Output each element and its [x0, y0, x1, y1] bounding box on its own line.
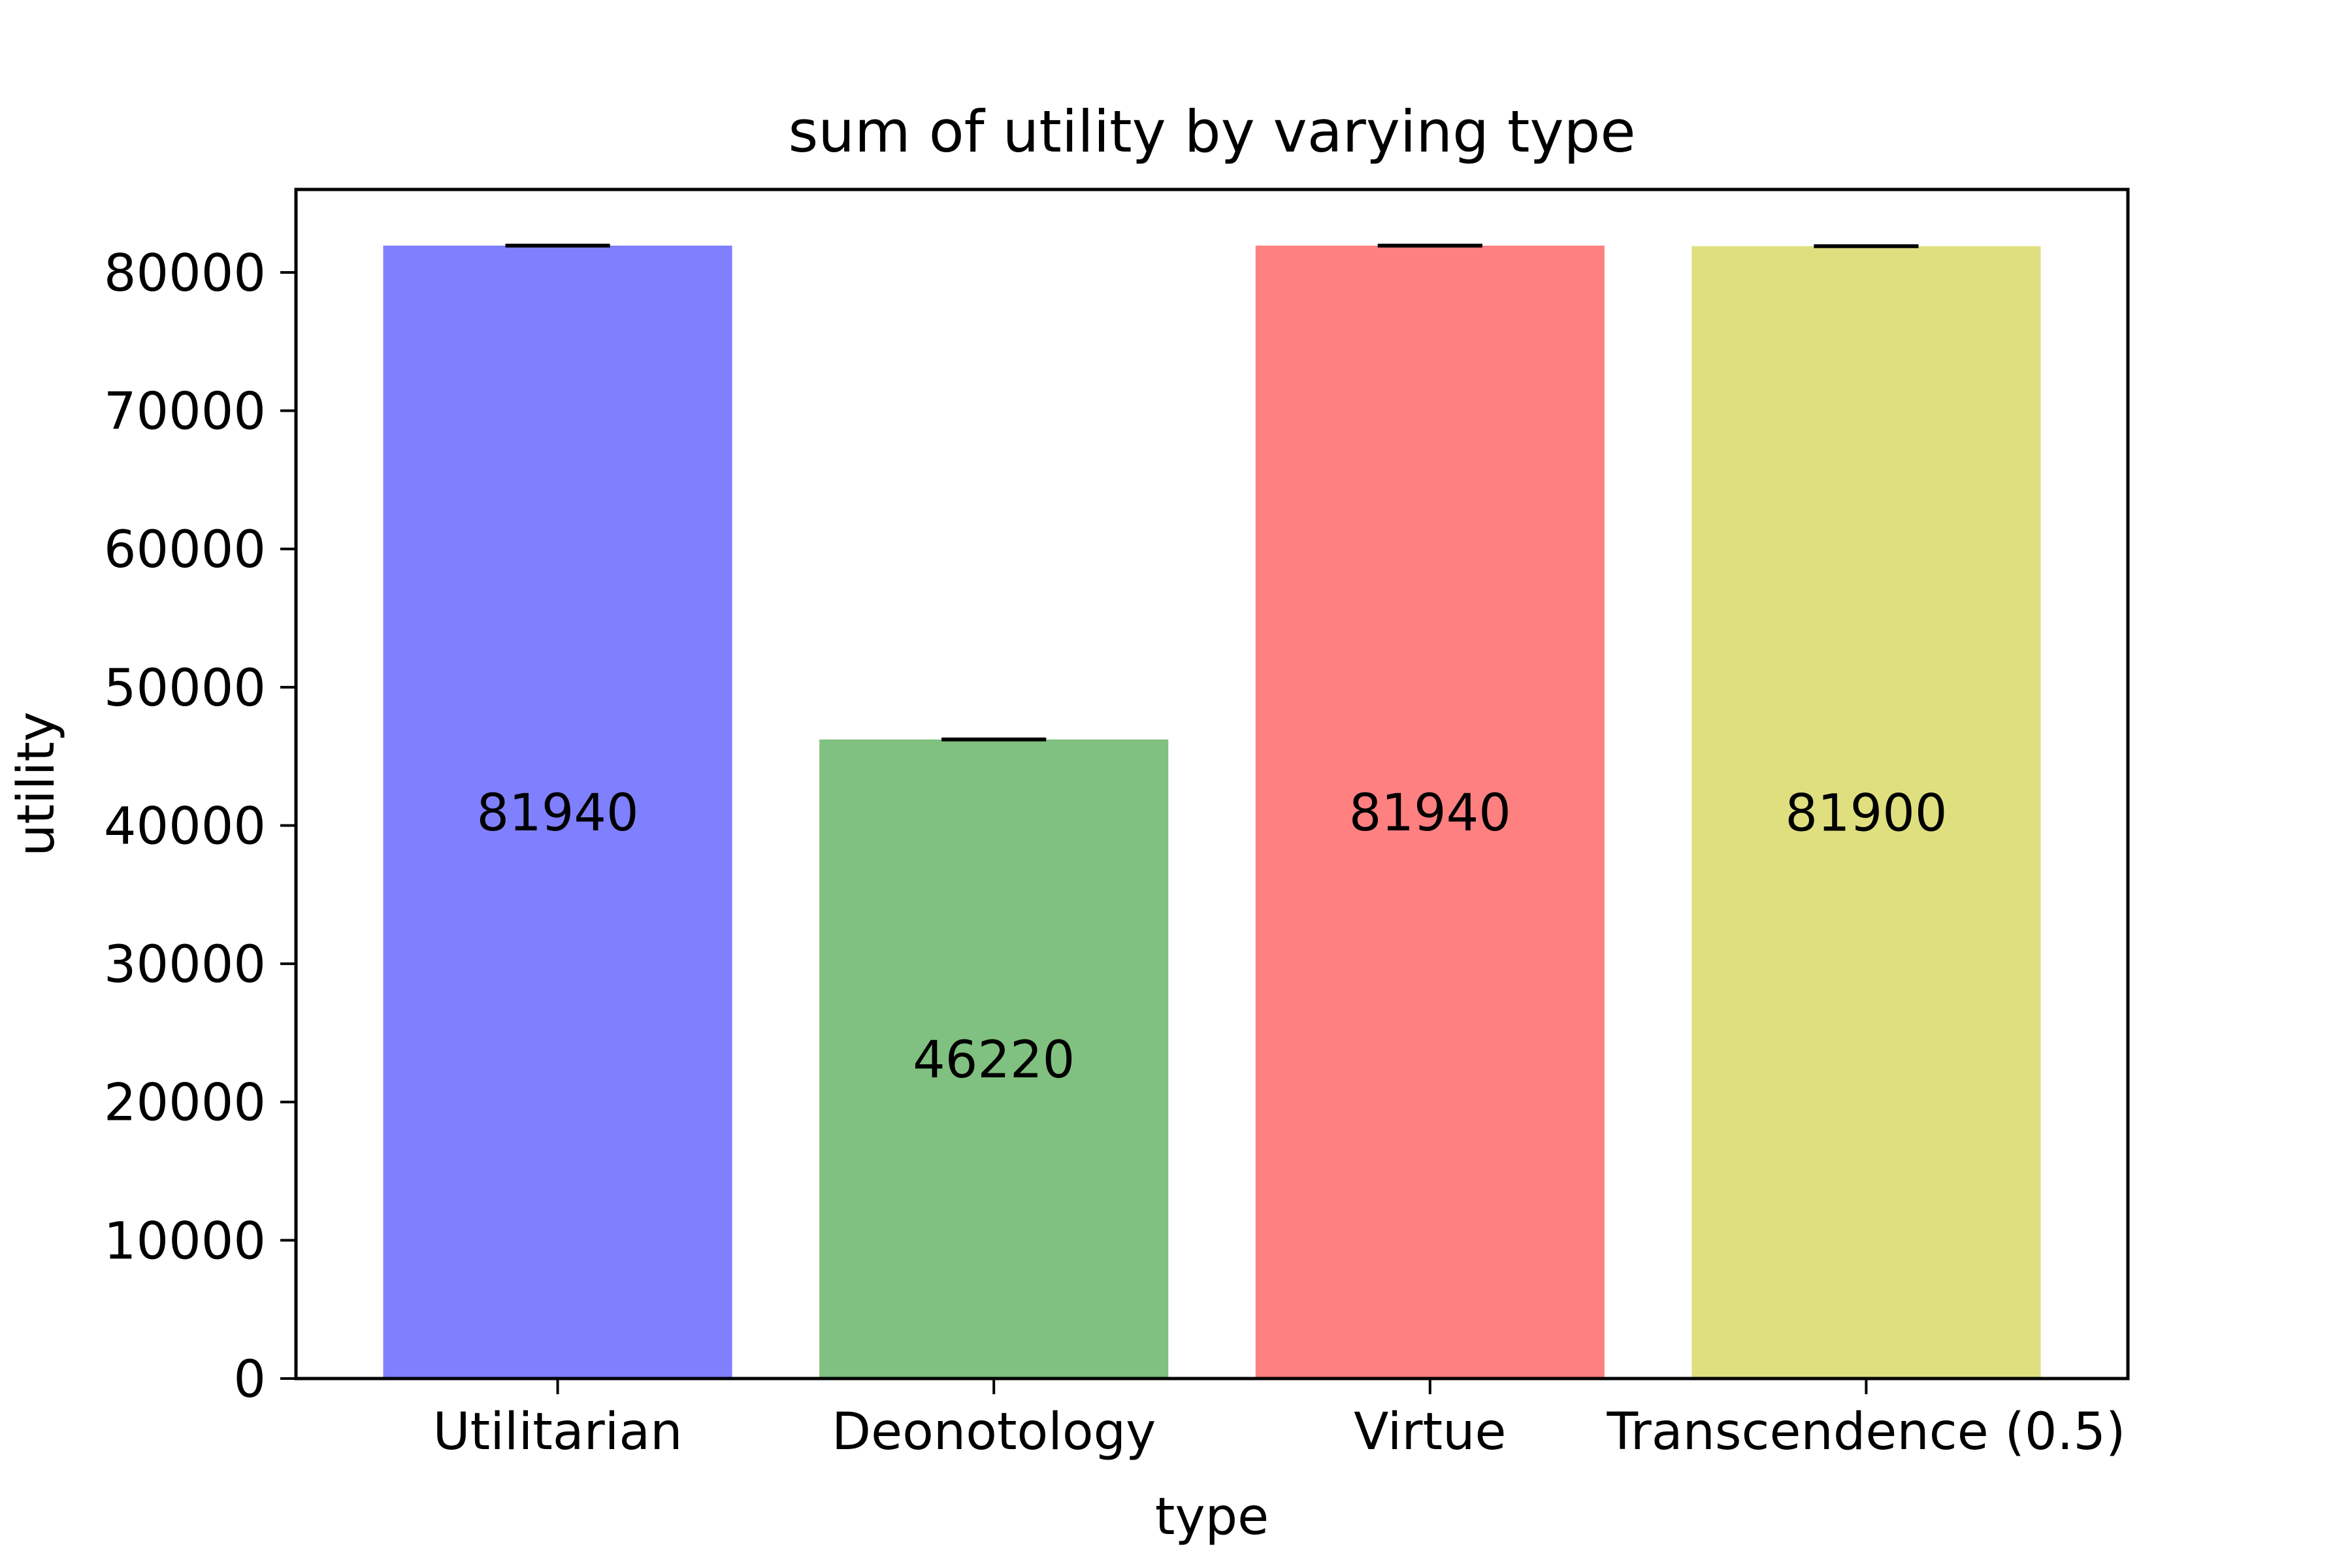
- value-label-0: 81940: [477, 784, 639, 843]
- y-tick-label-2: 20000: [104, 1074, 266, 1133]
- bar-2: [1255, 245, 1605, 1379]
- y-tick-label-4: 40000: [104, 797, 266, 856]
- x-tick-label-3: Transcendence (0.5): [1606, 1403, 2125, 1462]
- y-tick-label-6: 60000: [104, 521, 266, 580]
- value-label-1: 46220: [913, 1031, 1075, 1090]
- x-tick-label-0: Utilitarian: [433, 1403, 683, 1462]
- y-tick-label-8: 80000: [104, 244, 266, 303]
- x-tick-label-2: Virtue: [1354, 1403, 1506, 1462]
- y-tick-label-3: 30000: [104, 936, 266, 994]
- y-tick-label-0: 0: [233, 1350, 266, 1409]
- y-axis-label: utility: [7, 711, 66, 857]
- error-bars: [505, 243, 1919, 742]
- y-tick-label-1: 10000: [104, 1212, 266, 1271]
- value-label-2: 81940: [1349, 784, 1511, 843]
- bar-0: [383, 245, 732, 1379]
- bars: [383, 245, 2041, 1379]
- plot-frame: [294, 188, 2130, 1380]
- y-tick-label-7: 70000: [104, 383, 266, 442]
- bar-3: [1691, 246, 2041, 1379]
- y-axis-ticks: 0 10000 20000 30000 40000 50000 60000 70000 8000…: [104, 244, 296, 1409]
- x-axis-ticks: Utilitarian Deonotology Virtue Transcendenc…: [433, 1379, 2125, 1462]
- x-axis-label: type: [1155, 1488, 1269, 1546]
- chart-title: sum of utility by varying type: [788, 98, 1635, 165]
- y-tick-label-5: 50000: [104, 659, 266, 718]
- value-label-3: 81900: [1785, 784, 1947, 843]
- value-labels: 81940 46220 81940 81900: [477, 784, 1948, 1090]
- x-tick-label-1: Deonotology: [832, 1403, 1156, 1462]
- bar-1: [819, 739, 1169, 1379]
